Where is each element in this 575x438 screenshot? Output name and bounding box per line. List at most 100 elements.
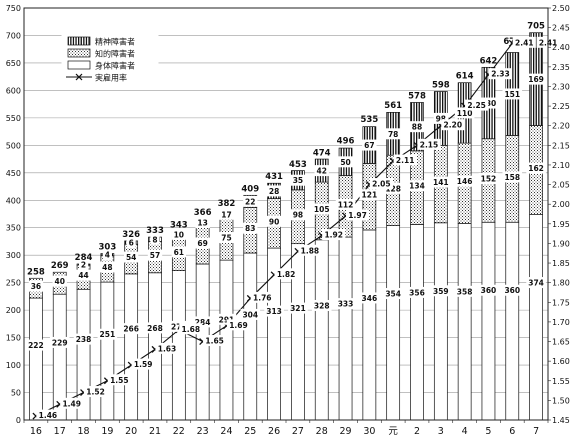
- intellectual-value-label-bg: [526, 162, 546, 174]
- intellectual-value-label: 158: [504, 173, 520, 182]
- bar-segment-physical: [386, 225, 401, 421]
- rate-value-label: 1.63: [158, 344, 177, 353]
- rate-line: [35, 42, 537, 417]
- physical-value-label-bg: [311, 299, 332, 311]
- intellectual-value-label: 98: [293, 211, 303, 220]
- mental-value-label-bg: [526, 73, 546, 85]
- intellectual-value-label: 152: [481, 174, 497, 183]
- rate-value-label: 1.92: [324, 231, 343, 240]
- rate-value-label: 1.88: [301, 246, 320, 255]
- x-tick-label: 4: [462, 426, 468, 437]
- intellectual-value-label: 112: [338, 200, 354, 209]
- y2-tick-label: 2.00: [552, 200, 570, 209]
- rate-value-label: 2.33: [491, 70, 510, 79]
- rate-value-label: 1.55: [110, 376, 129, 385]
- intellectual-value-label: 141: [433, 178, 449, 187]
- x-tick-label: 6: [509, 426, 515, 437]
- intellectual-value-label: 54: [126, 253, 136, 262]
- intellectual-value-label-bg: [454, 175, 475, 187]
- rate-value-label: 1.82: [277, 270, 296, 279]
- x-tick-label: 19: [101, 426, 113, 437]
- x-tick-label: 17: [54, 426, 66, 437]
- bar-segment-physical: [457, 222, 472, 421]
- bar-segment-physical: [505, 221, 520, 421]
- total-value-label: 474: [313, 149, 331, 159]
- axes-layer: 0501001502002503003504004505005506006507…: [6, 4, 570, 437]
- physical-value-label-bg: [454, 285, 475, 297]
- mental-value-label-bg: [314, 165, 329, 177]
- rate-value-label-bg: [203, 335, 227, 347]
- total-value-label: 598: [432, 80, 450, 90]
- x-tick-label: 3: [438, 426, 444, 437]
- total-value-label: 453: [289, 160, 307, 170]
- x-tick-label: 23: [197, 426, 209, 437]
- rate-value-label: 1.59: [134, 360, 153, 369]
- bar-segment-physical: [433, 222, 448, 421]
- total-value-label: 409: [241, 184, 259, 194]
- mental-value-label: 6: [129, 239, 134, 248]
- y2-tick-label: 1.90: [552, 239, 570, 248]
- y2-tick-label: 1.80: [552, 279, 570, 288]
- rate-value-label: 1.68: [182, 325, 201, 334]
- x-tick-label: 22: [173, 426, 185, 437]
- x-tick-label: 27: [292, 426, 304, 437]
- physical-value-label-bg: [169, 320, 189, 332]
- y2-tick-label: 1.50: [552, 396, 570, 405]
- intellectual-value-label-bg: [171, 246, 187, 258]
- physical-value-label-bg: [240, 308, 261, 320]
- rate-value-label: 1.69: [229, 321, 248, 330]
- physical-value-label: 356: [409, 288, 425, 297]
- bar-segment-physical: [529, 214, 543, 421]
- intellectual-value-label-bg: [478, 172, 499, 184]
- rate-value-label-bg: [131, 358, 155, 370]
- bar-segment-physical: [410, 224, 424, 421]
- intellectual-value-label-bg: [76, 269, 91, 281]
- bars-layer: [29, 32, 543, 421]
- physical-value-label-bg: [407, 286, 427, 298]
- physical-value-label-bg: [335, 298, 356, 310]
- intellectual-value-label-bg: [195, 237, 210, 249]
- rate-value-label-bg: [250, 291, 274, 303]
- y2-tick-label: 1.70: [552, 318, 570, 327]
- physical-value-label-bg: [216, 313, 237, 325]
- rate-value-label-bg: [488, 68, 513, 80]
- mental-value-label-bg: [126, 237, 136, 249]
- intellectual-value-label-bg: [407, 180, 427, 192]
- y-tick-label: 150: [6, 334, 21, 343]
- y-tick-label: 600: [6, 86, 21, 95]
- mental-value-label-bg: [78, 259, 89, 271]
- y2-tick-label: 2.10: [552, 161, 570, 170]
- mental-value-label: 78: [388, 130, 398, 139]
- intellectual-value-label: 146: [457, 177, 473, 186]
- total-value-label: 303: [98, 243, 116, 253]
- y-tick-label: 0: [16, 416, 21, 425]
- total-value-label: 284: [75, 253, 93, 263]
- mental-value-label: 17: [221, 210, 231, 219]
- total-value-label: 333: [146, 226, 164, 236]
- mental-value-label-bg: [338, 156, 353, 168]
- y-tick-label: 300: [6, 251, 21, 260]
- rate-value-label: 1.52: [86, 388, 105, 397]
- mental-value-label: 67: [364, 141, 374, 150]
- rate-value-label-bg: [322, 229, 346, 241]
- physical-value-label: 291: [219, 315, 235, 324]
- physical-value-label: 358: [457, 287, 473, 296]
- y2-tick-label: 2.20: [552, 122, 570, 131]
- x-tick-label: 21: [149, 426, 161, 437]
- x-tick-label: 20: [125, 426, 137, 437]
- x-tick-label: 18: [77, 426, 89, 437]
- physical-value-label: 360: [481, 286, 497, 295]
- intellectual-value-label: 128: [385, 184, 401, 193]
- mental-value-label: 28: [269, 187, 279, 196]
- mental-value-label: 35: [293, 176, 303, 185]
- intellectual-value-label-bg: [290, 209, 306, 221]
- y2-tick-label: 1.60: [552, 357, 570, 366]
- physical-value-label: 222: [28, 341, 44, 350]
- mental-value-label-bg: [290, 174, 306, 186]
- rate-value-label-bg: [107, 374, 131, 386]
- mental-value-label-bg: [219, 208, 234, 220]
- intellectual-value-label: 134: [409, 182, 425, 191]
- mental-value-label: 98: [436, 114, 446, 123]
- rate-value-label-bg: [512, 36, 536, 48]
- rate-value-label: 2.05: [372, 180, 391, 189]
